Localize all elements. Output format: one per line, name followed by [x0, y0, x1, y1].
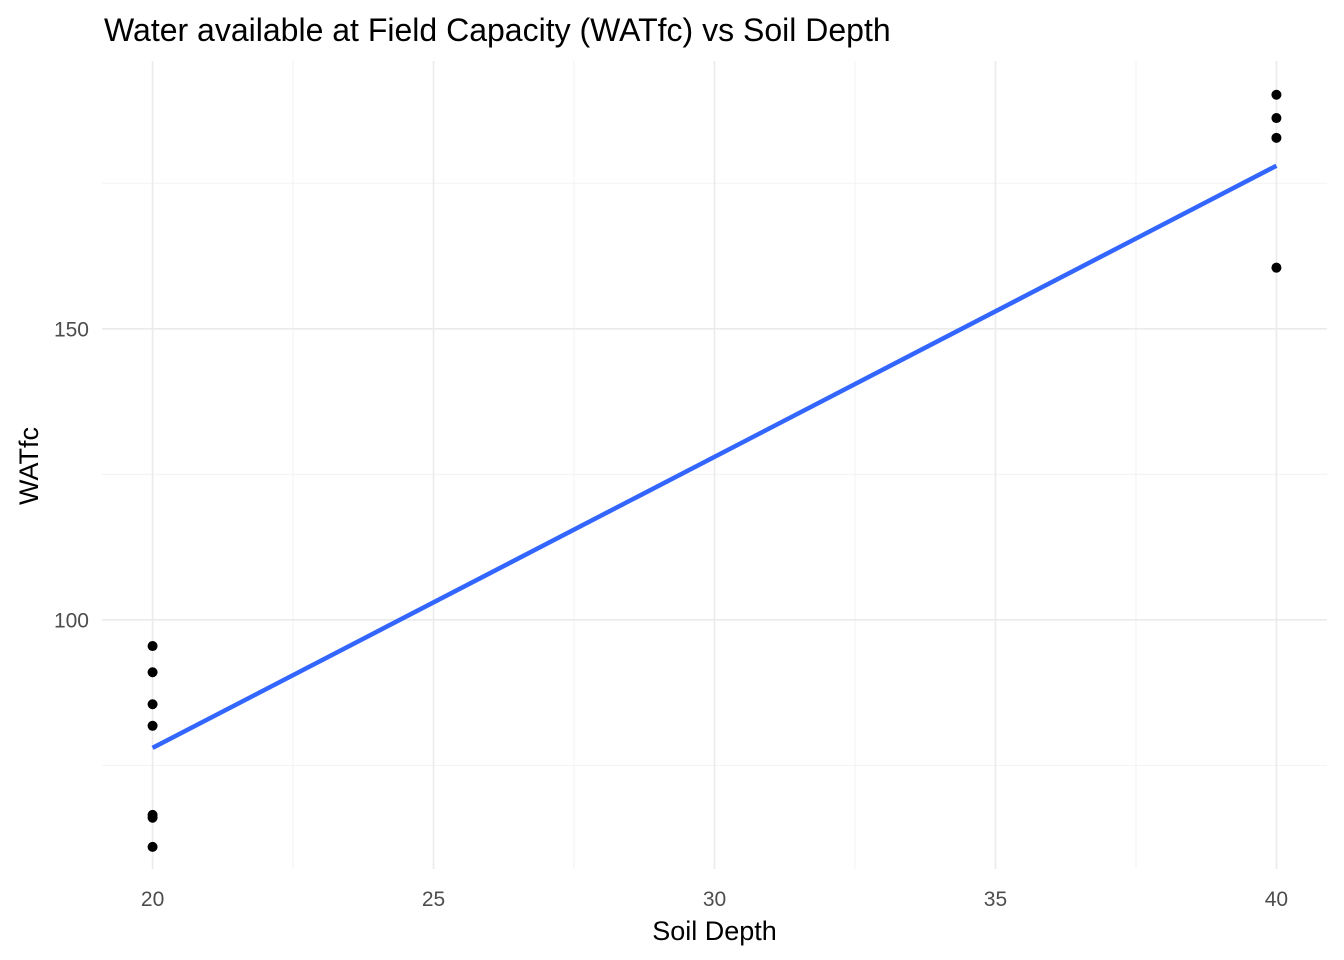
y-axis-title: WATfc: [14, 427, 44, 505]
x-tick-label-2: 30: [703, 888, 726, 911]
y-axis-tick-labels: 100 150: [54, 318, 89, 632]
y-tick-label-1: 150: [54, 318, 89, 341]
data-point-8: [1271, 113, 1282, 124]
x-tick-label-0: 20: [141, 888, 164, 911]
data-point-2: [147, 699, 158, 710]
x-tick-label-4: 40: [1265, 888, 1288, 911]
data-point-10: [1271, 262, 1282, 273]
data-point-3: [147, 720, 158, 731]
major-gridlines: [102, 61, 1327, 869]
x-tick-label-1: 25: [422, 888, 445, 911]
x-axis-tick-labels: 20 25 30 35 40: [141, 888, 1288, 911]
data-point-0: [147, 641, 158, 652]
chart-title: Water available at Field Capacity (WATfc…: [104, 12, 891, 48]
data-points: [147, 89, 1282, 852]
data-point-1: [147, 667, 158, 678]
x-axis-title: Soil Depth: [652, 916, 777, 946]
regression-line-group: [151, 163, 1278, 750]
y-tick-label-0: 100: [54, 609, 89, 632]
regression-line: [151, 163, 1278, 750]
data-point-5: [147, 812, 158, 823]
data-point-9: [1271, 132, 1282, 143]
data-point-6: [147, 841, 158, 852]
data-point-7: [1271, 89, 1282, 100]
x-tick-label-3: 35: [984, 888, 1007, 911]
